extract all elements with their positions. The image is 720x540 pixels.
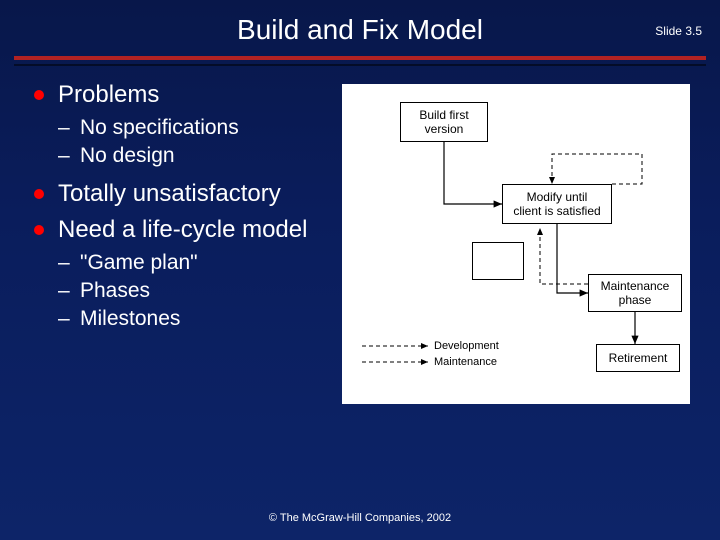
- bullet-item: Totally unsatisfactory: [34, 179, 342, 209]
- text-column: Problems No specifications No design Tot…: [34, 80, 342, 404]
- node-build: Build firstversion: [400, 102, 488, 142]
- diagram-label: Development: [434, 340, 499, 352]
- sub-item: No specifications: [58, 114, 342, 142]
- flowchart-diagram: Build firstversion Modify untilclient is …: [342, 84, 690, 404]
- title-rule: [14, 56, 706, 60]
- edge-dashed: [540, 228, 588, 284]
- bullet-text: Totally unsatisfactory: [58, 180, 281, 207]
- sub-item: "Game plan": [58, 249, 342, 277]
- bullet-item: Need a life-cycle model "Game plan" Phas…: [34, 215, 342, 334]
- copyright-footer: © The McGraw-Hill Companies, 2002: [0, 512, 720, 524]
- title-rule-shadow: [14, 64, 706, 66]
- bullet-list: Problems No specifications No design Tot…: [34, 80, 342, 334]
- sub-list: "Game plan" Phases Milestones: [58, 249, 342, 334]
- content-area: Problems No specifications No design Tot…: [0, 80, 720, 404]
- node-maint: Maintenancephase: [588, 274, 682, 312]
- edge-solid: [444, 142, 502, 204]
- node-modify: Modify untilclient is satisfied: [502, 184, 612, 224]
- sub-item: Milestones: [58, 305, 342, 333]
- sub-list: No specifications No design: [58, 114, 342, 171]
- bullet-text: Problems: [58, 81, 159, 108]
- node-empty: [472, 242, 524, 280]
- diagram-label: Maintenance: [434, 356, 497, 368]
- page-title: Build and Fix Model: [0, 0, 720, 56]
- edge-solid: [557, 224, 588, 293]
- sub-item: No design: [58, 142, 342, 170]
- node-retire: Retirement: [596, 344, 680, 372]
- bullet-item: Problems No specifications No design: [34, 80, 342, 171]
- slide-number: Slide 3.5: [655, 24, 702, 38]
- edge-dashed: [552, 154, 642, 184]
- bullet-text: Need a life-cycle model: [58, 216, 307, 243]
- sub-item: Phases: [58, 277, 342, 305]
- diagram-column: Build firstversion Modify untilclient is …: [342, 80, 690, 404]
